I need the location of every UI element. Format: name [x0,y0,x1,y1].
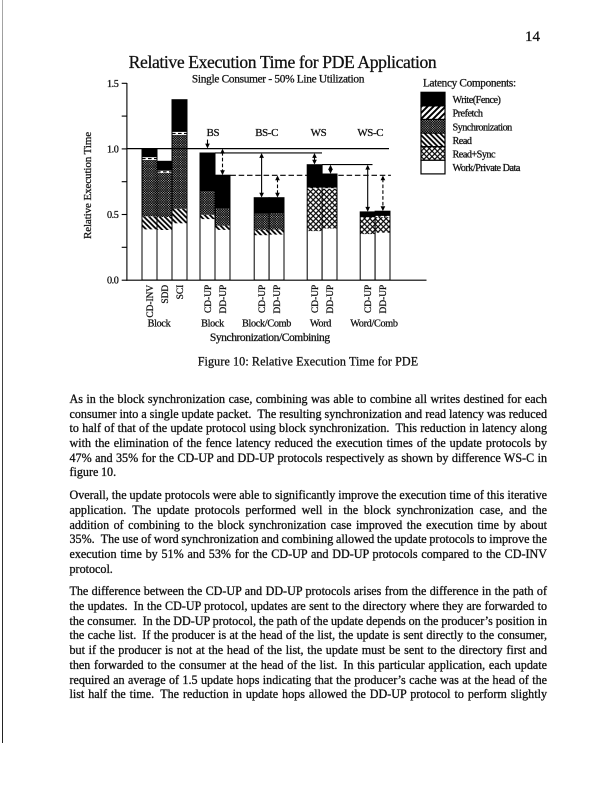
svg-text:Block/Comb: Block/Comb [242,319,291,330]
svg-text:Synchronization/Combining: Synchronization/Combining [210,332,330,344]
svg-text:DD-UP: DD-UP [379,285,389,314]
svg-text:Work/Private Data: Work/Private Data [453,163,521,174]
svg-text:WS: WS [311,127,327,139]
svg-text:BS: BS [207,127,220,139]
svg-text:CD-UP: CD-UP [364,285,374,313]
svg-text:WS-C: WS-C [357,127,383,139]
svg-text:CD-UP: CD-UP [311,285,321,313]
svg-text:0.0: 0.0 [107,276,119,287]
svg-text:1.0: 1.0 [107,144,119,155]
svg-text:DD-UP: DD-UP [273,285,283,314]
svg-text:Latency Components:: Latency Components: [423,78,516,90]
svg-text:Read: Read [453,136,472,147]
svg-text:Word/Comb: Word/Comb [350,319,398,330]
svg-text:DD-UP: DD-UP [219,285,229,314]
svg-text:DD-UP: DD-UP [326,285,336,314]
svg-text:Word: Word [310,319,331,330]
svg-text:0.5: 0.5 [107,210,119,221]
svg-text:Single Consumer - 50% Line Uti: Single Consumer - 50% Line Utilization [192,73,365,85]
svg-text:1.5: 1.5 [107,79,119,90]
svg-text:Block: Block [201,319,225,330]
svg-text:Relative Execution Time for PD: Relative Execution Time for PDE Applicat… [129,52,437,72]
svg-text:Synchronization: Synchronization [453,122,513,133]
svg-text:CD-UP: CD-UP [204,285,214,313]
svg-text:Prefetch: Prefetch [453,109,483,120]
svg-text:Read+Sync: Read+Sync [453,150,497,161]
svg-text:SCI: SCI [176,285,186,300]
svg-text:SDD: SDD [161,285,171,304]
svg-text:BS-C: BS-C [255,127,278,139]
svg-text:Write(Fence): Write(Fence) [453,95,501,106]
svg-text:CD-INV: CD-INV [146,285,156,318]
svg-text:Block: Block [148,319,172,330]
svg-text:Figure 10: Relative Execution: Figure 10: Relative Execution Time for P… [198,355,419,369]
svg-text:CD-UP: CD-UP [258,285,268,313]
svg-text:Relative Execution Time: Relative Execution Time [82,132,94,239]
